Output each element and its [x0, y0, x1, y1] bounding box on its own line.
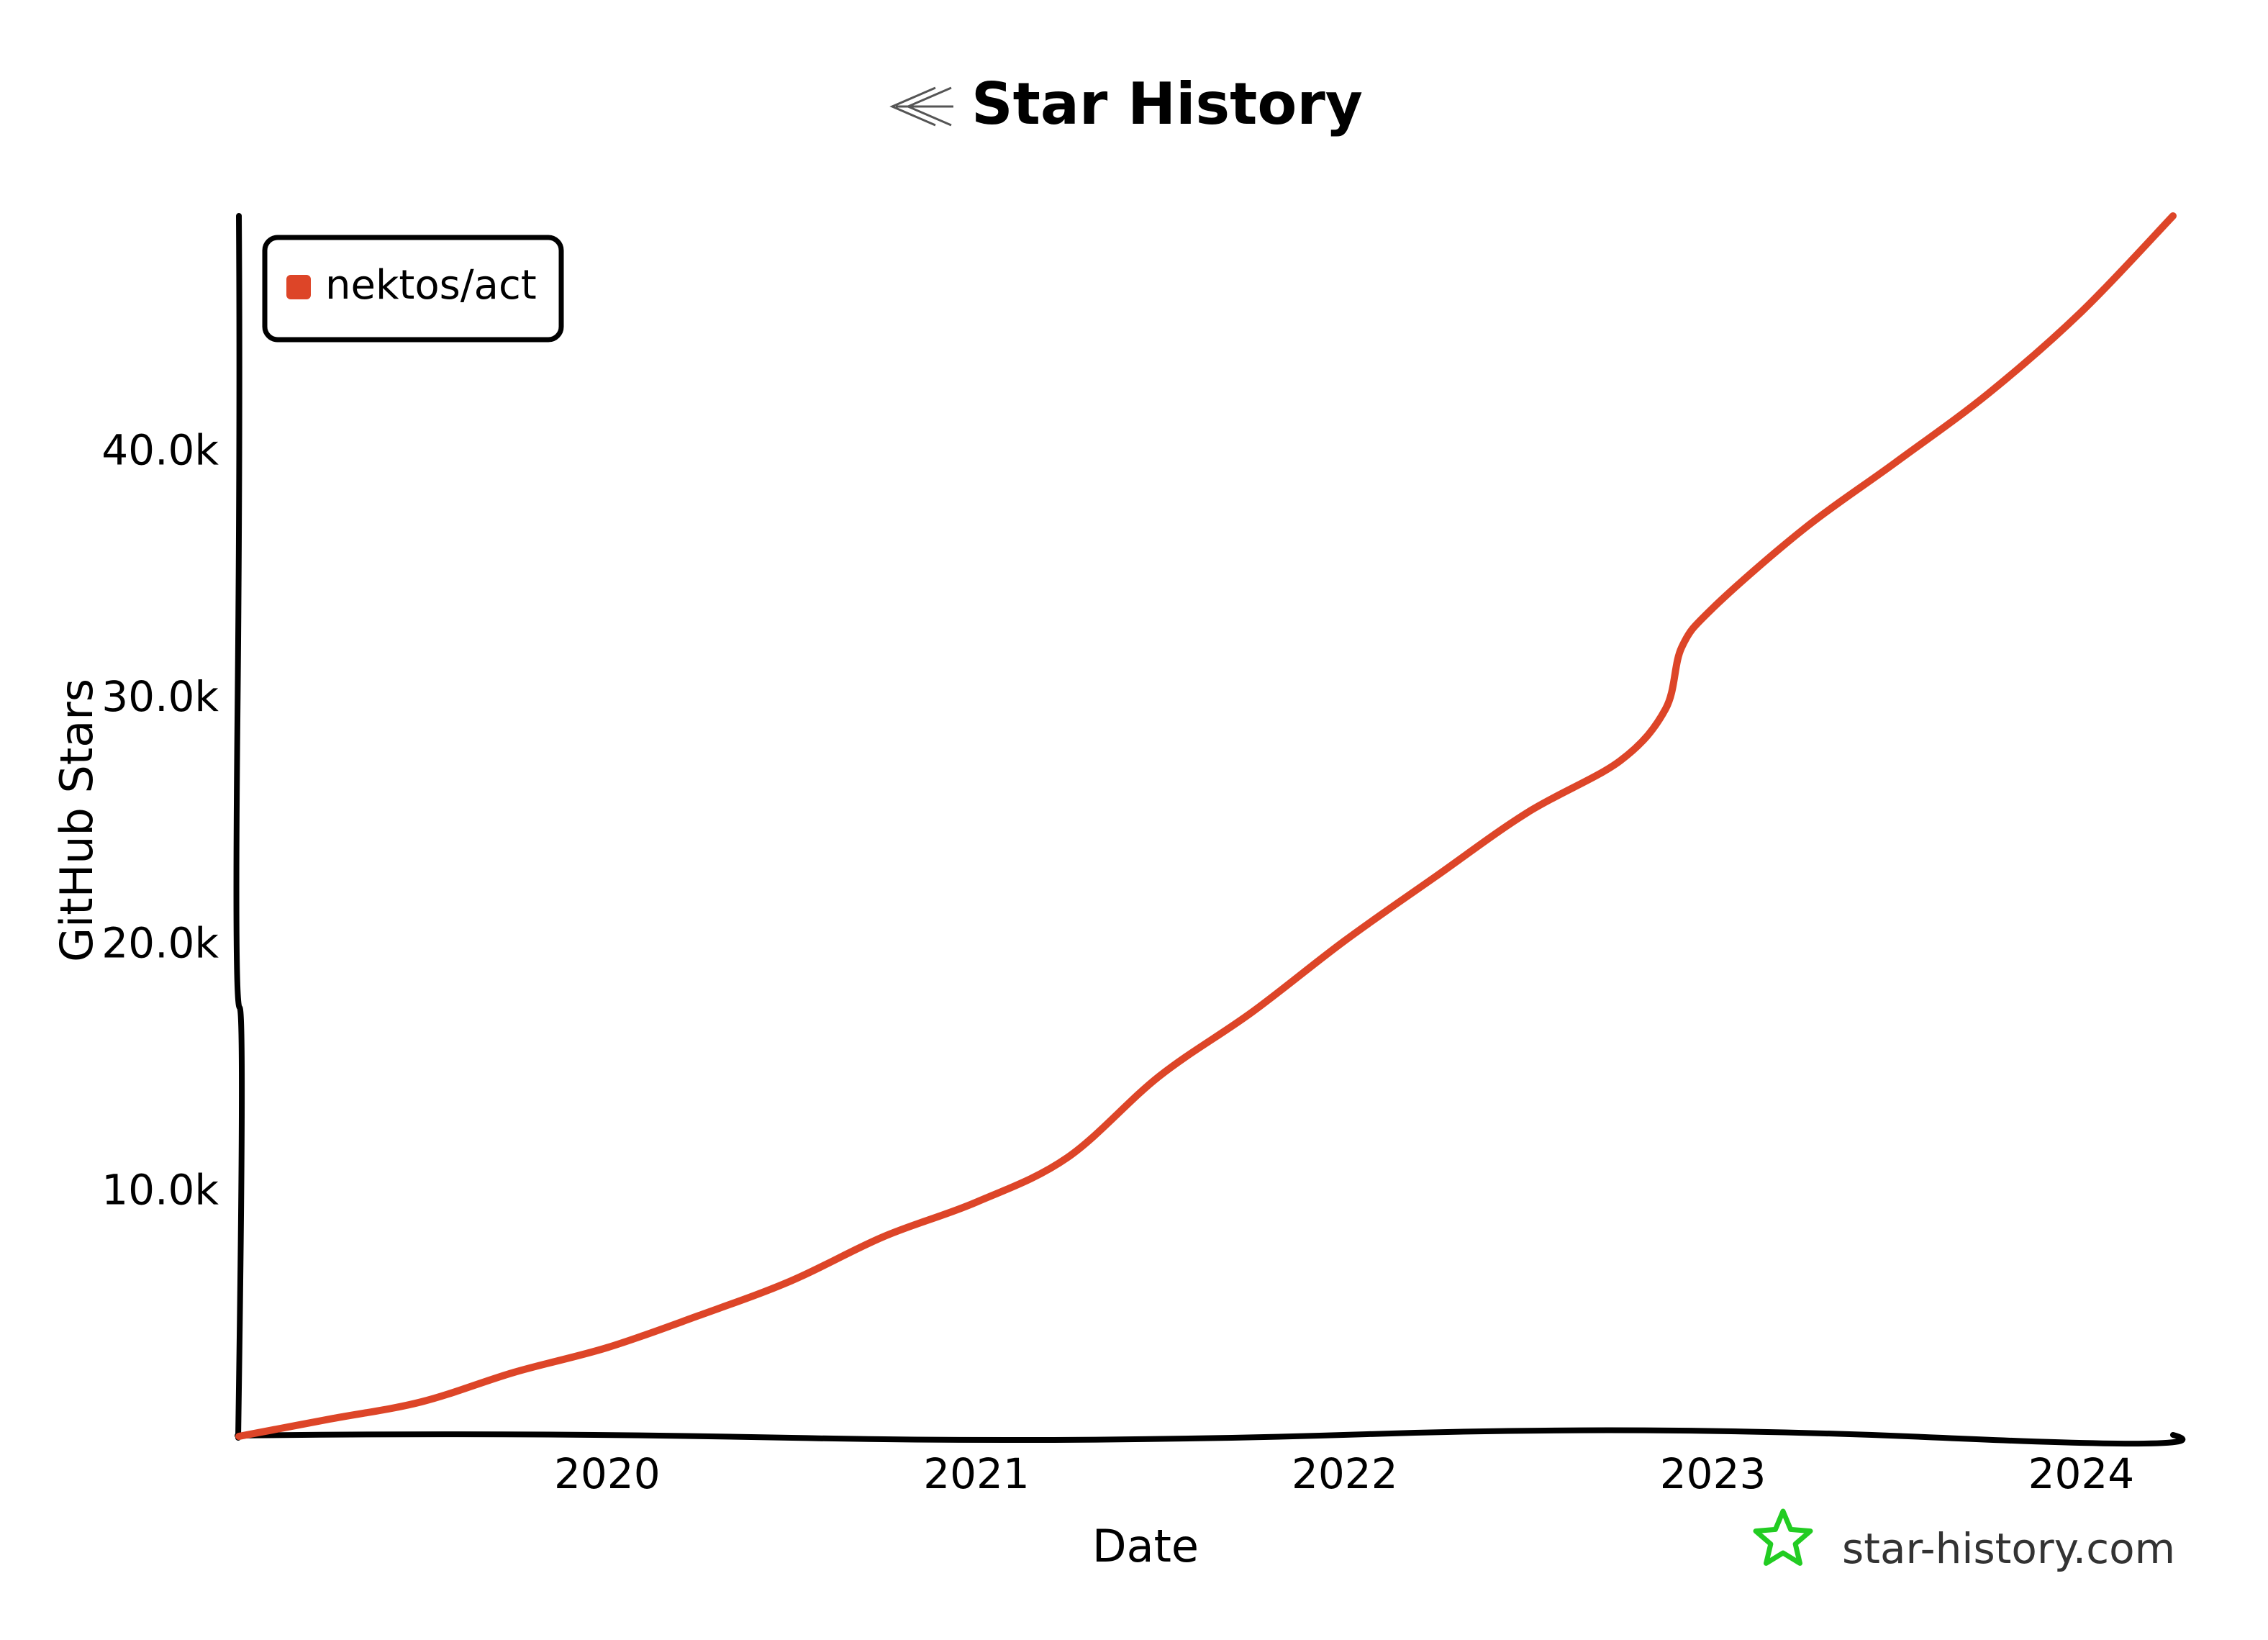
x-tick-label: 2020 [554, 1449, 661, 1498]
x-tick-label: 2023 [1660, 1449, 1766, 1498]
star-icon [1753, 1508, 1813, 1566]
legend-swatch [286, 275, 311, 299]
footer-brand-text: star-history.com [1842, 1524, 2175, 1573]
y-tick-label: 20.0k [101, 919, 219, 968]
y-tick-label: 40.0k [101, 425, 219, 474]
x-axis-label: Date [1092, 1520, 1199, 1572]
x-tick-label: 2021 [923, 1449, 1030, 1498]
footer-brand[interactable]: star-history.com [1753, 1508, 2175, 1573]
chart-title: Star History [971, 71, 1363, 137]
y-tick-label: 30.0k [101, 672, 219, 721]
x-axis [235, 1427, 2186, 1447]
chart-title-group: Star History [889, 71, 1363, 137]
y-tick-labels: 10.0k 20.0k 30.0k 40.0k [101, 425, 219, 1214]
x-tick-label: 2024 [2028, 1449, 2135, 1498]
legend: nektos/act [262, 235, 564, 343]
series-line [235, 212, 2177, 1440]
y-axis-label: GitHub Stars [50, 679, 103, 962]
star-history-logo-icon [889, 86, 953, 127]
legend-label: nektos/act [325, 262, 537, 309]
y-axis [233, 213, 245, 1441]
x-tick-label: 2022 [1292, 1449, 1398, 1498]
series-layer [235, 212, 2177, 1440]
x-tick-labels: 2020 2021 2022 2023 2024 [554, 1449, 2134, 1498]
y-tick-label: 10.0k [101, 1165, 219, 1214]
